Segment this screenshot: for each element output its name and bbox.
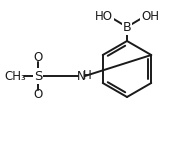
Text: H: H bbox=[83, 69, 91, 81]
Text: N: N bbox=[77, 69, 85, 83]
Text: O: O bbox=[33, 89, 43, 101]
Text: HO: HO bbox=[95, 10, 113, 22]
Text: OH: OH bbox=[141, 10, 159, 22]
Text: B: B bbox=[123, 20, 131, 34]
Text: O: O bbox=[33, 51, 43, 63]
Text: S: S bbox=[34, 69, 42, 83]
Text: CH₃: CH₃ bbox=[4, 69, 26, 83]
